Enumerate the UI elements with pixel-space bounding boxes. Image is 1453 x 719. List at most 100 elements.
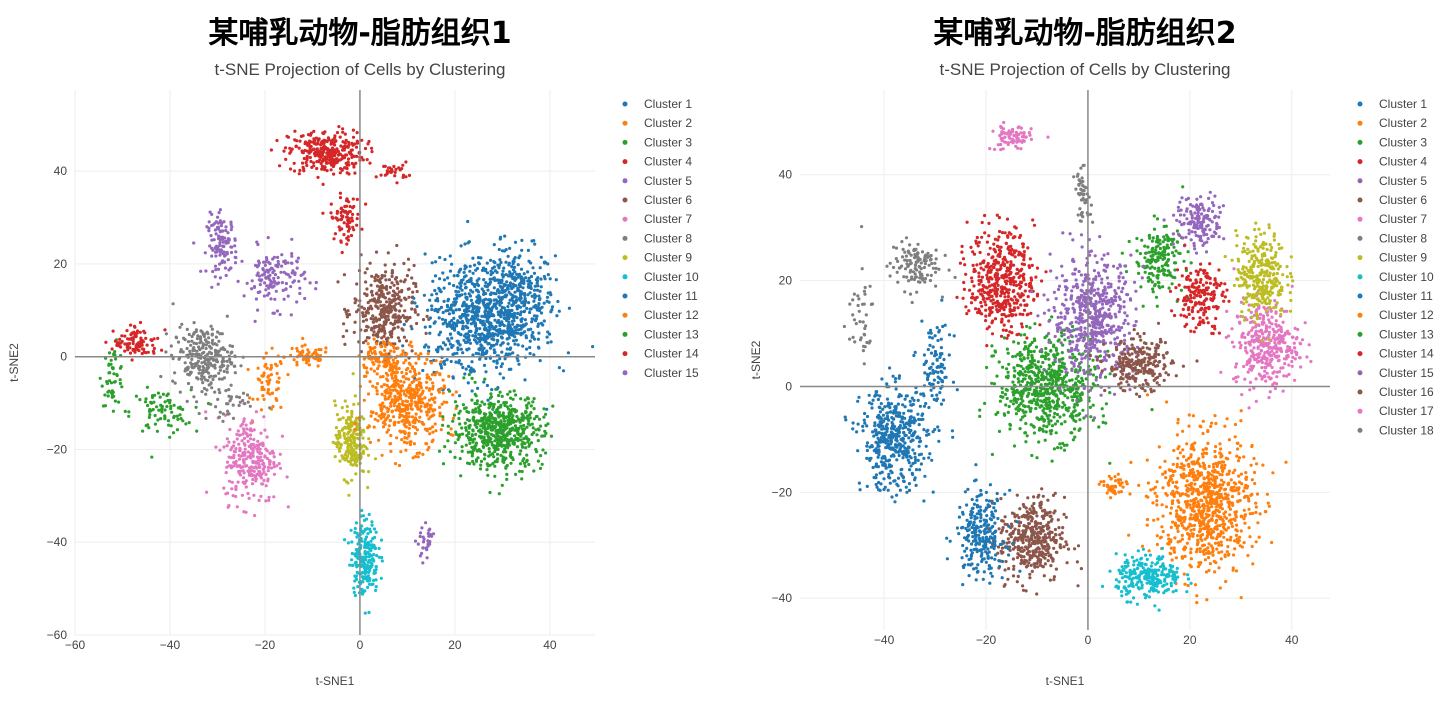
legend-item[interactable]: Cluster 2: [622, 116, 693, 130]
point-cluster-8: [202, 386, 206, 391]
point-cluster-13: [458, 409, 462, 413]
point-cluster-13: [509, 438, 514, 442]
point-cluster-11: [430, 293, 434, 297]
point-cluster-4: [298, 139, 302, 143]
point-cluster-4: [297, 172, 301, 176]
point-cluster-6: [364, 339, 368, 343]
point-cluster-5: [223, 254, 227, 258]
point-cluster-8: [220, 363, 224, 367]
legend-item[interactable]: Cluster 9: [622, 251, 693, 265]
point-cluster-13: [466, 436, 470, 440]
point-cluster-11: [442, 299, 446, 303]
point-cluster-7: [259, 494, 263, 498]
point-cluster-4: [319, 146, 323, 151]
point-cluster-11: [493, 261, 497, 265]
point-cluster-4: [349, 148, 353, 152]
legend-item[interactable]: Cluster 5: [622, 174, 693, 188]
point-cluster-1: [507, 261, 511, 265]
legend-item[interactable]: Cluster 4: [622, 155, 693, 169]
point-cluster-1: [896, 484, 900, 488]
point-cluster-1: [507, 290, 511, 294]
point-cluster-3: [141, 429, 145, 433]
point-cluster-7: [236, 480, 240, 484]
point-cluster-10: [365, 542, 370, 546]
point-cluster-13: [535, 450, 539, 454]
point-cluster-12: [394, 375, 398, 379]
point-cluster-6: [370, 289, 374, 293]
point-cluster-11: [441, 271, 445, 275]
point-cluster-4: [312, 161, 316, 165]
point-cluster-4: [385, 169, 389, 173]
point-cluster-4: [355, 217, 359, 221]
point-cluster-12: [407, 426, 411, 430]
point-cluster-12: [391, 344, 396, 348]
legend-item[interactable]: Cluster 10: [622, 270, 700, 284]
point-cluster-9: [344, 421, 349, 425]
point-cluster-11: [499, 330, 503, 334]
point-cluster-12: [371, 410, 375, 414]
legend-item[interactable]: Cluster 14: [622, 347, 700, 361]
point-cluster-8: [181, 350, 185, 354]
legend-item[interactable]: Cluster 11: [622, 289, 699, 303]
point-cluster-4: [340, 168, 344, 172]
point-cluster-1: [887, 418, 891, 422]
legend-item[interactable]: Cluster 3: [622, 135, 693, 149]
point-cluster-13: [483, 402, 487, 406]
point-cluster-13: [473, 380, 477, 384]
point-cluster-11: [471, 314, 475, 318]
point-cluster-11: [428, 316, 432, 320]
point-cluster-3: [161, 392, 165, 396]
legend-item[interactable]: Cluster 7: [622, 212, 693, 226]
point-cluster-7: [266, 465, 271, 470]
point-cluster-11: [496, 333, 500, 337]
point-cluster-9: [338, 417, 342, 421]
point-cluster-9: [333, 403, 338, 407]
point-cluster-11: [473, 263, 477, 267]
point-cluster-4: [301, 161, 305, 165]
legend-item[interactable]: Cluster 6: [622, 193, 693, 207]
point-cluster-14: [152, 346, 156, 351]
point-cluster-11: [499, 260, 503, 265]
point-cluster-6: [360, 305, 364, 309]
point-cluster-3: [120, 385, 124, 389]
point-cluster-1: [891, 374, 895, 378]
point-cluster-12: [389, 391, 393, 395]
point-cluster-9: [342, 434, 346, 438]
point-cluster-8: [202, 332, 207, 336]
point-cluster-12: [374, 386, 378, 390]
point-cluster-1: [527, 301, 531, 305]
point-cluster-7: [226, 491, 230, 495]
legend-item[interactable]: Cluster 8: [622, 231, 693, 245]
point-cluster-10: [372, 559, 376, 563]
point-cluster-6: [371, 320, 376, 324]
legend-marker: [622, 139, 628, 145]
point-cluster-12: [410, 344, 414, 348]
point-cluster-7: [242, 471, 246, 475]
point-cluster-4: [307, 139, 312, 143]
point-cluster-13: [498, 390, 502, 394]
point-cluster-3: [194, 405, 198, 409]
legend-item[interactable]: Cluster 13: [622, 327, 700, 341]
point-cluster-10: [368, 568, 372, 572]
point-cluster-7: [254, 410, 258, 414]
legend-item[interactable]: Cluster 15: [622, 366, 700, 380]
point-cluster-12: [372, 362, 376, 366]
point-cluster-8: [206, 360, 210, 364]
point-cluster-8: [190, 385, 194, 390]
point-cluster-5: [213, 264, 218, 268]
point-cluster-8: [237, 395, 242, 399]
point-cluster-11: [413, 301, 417, 305]
point-cluster-12: [377, 438, 381, 442]
point-cluster-12: [414, 418, 418, 422]
legend-item[interactable]: Cluster 1: [622, 97, 693, 111]
point-cluster-10: [353, 593, 357, 598]
point-cluster-5: [233, 261, 238, 265]
point-cluster-11: [496, 328, 500, 332]
legend-item[interactable]: Cluster 12: [622, 308, 700, 322]
point-cluster-6: [366, 301, 370, 305]
point-cluster-8: [195, 400, 199, 404]
point-cluster-2: [269, 363, 273, 367]
point-cluster-11: [502, 289, 506, 293]
point-cluster-5: [219, 229, 223, 233]
point-cluster-11: [513, 290, 517, 294]
